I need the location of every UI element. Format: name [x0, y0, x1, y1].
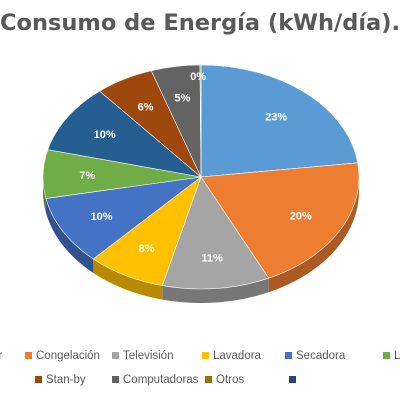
legend-swatch — [202, 352, 209, 359]
slice-label-secadora: 10% — [90, 211, 112, 223]
legend-item[interactable]: Otros — [205, 372, 244, 388]
slice-label-refrigerador: 23% — [265, 112, 287, 124]
legend-item[interactable]: Televisión — [112, 348, 174, 364]
legend-item[interactable]: Stan-by — [35, 372, 86, 388]
legend-item[interactable]: Computadoras — [112, 372, 198, 388]
legend-label: Secadora — [296, 350, 346, 362]
pie-slice-horno[interactable] — [47, 90, 203, 178]
slice-label-horno: 10% — [94, 129, 116, 141]
legend-row-2: Stan-by Computadoras Otros — [0, 372, 400, 388]
pie-slice-otros[interactable] — [199, 64, 202, 178]
legend-swatch — [205, 376, 212, 383]
slice-label-stan-by: 6% — [138, 102, 154, 114]
legend-item[interactable]: Lavadora — [202, 348, 261, 364]
slice-label-computadoras: 5% — [175, 92, 191, 104]
legend-item[interactable]: Secadora — [285, 348, 345, 364]
legend-item[interactable] — [289, 372, 300, 388]
pie-slice-refrigerador[interactable] — [200, 64, 359, 178]
legend-label: Lavadora — [213, 350, 261, 362]
slice-label-lavadora: 8% — [139, 243, 155, 255]
slice-label-televisi-n: 11% — [201, 252, 223, 264]
legend-swatch — [285, 352, 292, 359]
legend-label: Computadoras — [123, 374, 199, 386]
legend-label: or — [0, 350, 3, 362]
legend-label: Otros — [216, 374, 245, 386]
legend-label: Stan-by — [46, 374, 86, 386]
legend-label: L — [394, 350, 400, 362]
legend-swatch — [289, 376, 296, 383]
legend-swatch — [112, 376, 119, 383]
pie-slice-secadora[interactable] — [45, 176, 203, 260]
slice-label-congelaci-n: 20% — [290, 211, 312, 223]
legend-label: Congelación — [36, 350, 100, 362]
pie-side-congelaci-n — [268, 177, 359, 293]
legend-swatch — [383, 352, 390, 359]
legend-swatch — [25, 352, 32, 359]
legend-swatch — [112, 352, 119, 359]
legend-item[interactable]: Congelación — [25, 348, 100, 364]
legend-label: Televisión — [123, 350, 174, 362]
pie-side-secadora — [45, 198, 94, 273]
pie-side-lavavajillas — [43, 177, 46, 213]
slice-label-otros: 0% — [190, 71, 206, 83]
legend-item[interactable]: L — [383, 348, 400, 364]
pie-side-televisi-n — [162, 278, 269, 303]
legend-item[interactable]: or — [0, 348, 2, 364]
legend-row-1: or Congelación Televisión Lavadora Secadora L — [0, 348, 400, 364]
pie-slice-televisi-n[interactable] — [161, 176, 270, 290]
chart-title: Consumo de Energía (kWh/día). — [0, 10, 400, 36]
pie-slice-congelaci-n[interactable] — [200, 162, 360, 279]
slice-label-lavavajillas: 7% — [79, 170, 95, 182]
legend-swatch — [35, 376, 42, 383]
